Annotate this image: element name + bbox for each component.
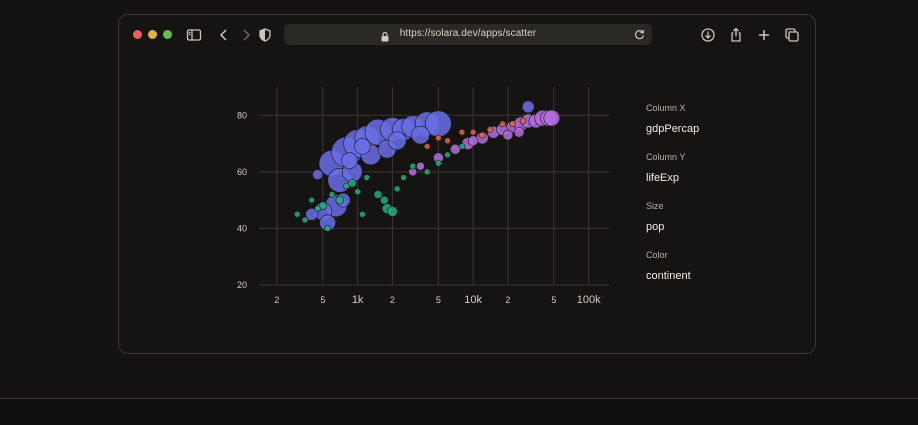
x-tick-label: 5 — [320, 295, 325, 305]
y-tick-label: 20 — [237, 280, 247, 290]
data-point — [478, 131, 486, 139]
x-tick-label: 5 — [436, 295, 441, 305]
column-y-select[interactable]: lifeExp — [646, 172, 680, 184]
data-point — [314, 205, 321, 212]
shield-icon[interactable] — [256, 26, 274, 44]
data-point — [444, 151, 451, 159]
data-point — [416, 161, 425, 171]
download-icon[interactable] — [699, 26, 717, 44]
tabs-overview-icon[interactable] — [783, 26, 801, 44]
maximize-window-button[interactable] — [163, 30, 172, 39]
y-tick-label: 80 — [237, 110, 247, 120]
data-point — [521, 100, 535, 114]
x-tick-label: 10k — [464, 294, 482, 306]
bottom-bar — [0, 399, 918, 425]
url-text: https://solara.dev/apps/scatter — [399, 28, 537, 39]
scatter-chart[interactable]: 2 5 1k 2 5 10k 2 5 100k 20 40 60 80 — [119, 15, 816, 354]
close-window-button[interactable] — [133, 30, 142, 39]
data-point — [444, 137, 451, 145]
data-point — [435, 160, 442, 167]
forward-icon[interactable] — [237, 26, 255, 44]
data-point — [423, 168, 431, 176]
data-point — [519, 117, 527, 125]
data-point — [469, 128, 477, 136]
y-tick-label: 60 — [237, 167, 247, 177]
data-point — [312, 169, 323, 180]
data-point — [341, 152, 358, 169]
data-point — [359, 210, 366, 218]
size-select[interactable]: pop — [646, 221, 665, 233]
data-point — [324, 225, 331, 232]
share-icon[interactable] — [727, 26, 745, 44]
data-point — [486, 126, 494, 133]
bottom-divider — [0, 398, 918, 399]
data-point — [543, 109, 561, 127]
data-point — [467, 135, 479, 147]
data-point — [502, 129, 514, 141]
x-tick-label: 2 — [274, 295, 279, 305]
x-tick-label: 2 — [505, 295, 510, 305]
data-point — [509, 120, 517, 128]
x-tick-label: 5 — [551, 295, 556, 305]
data-point — [393, 185, 401, 193]
column-y-label: Column Y — [646, 152, 686, 162]
data-point — [363, 174, 371, 181]
data-point — [458, 143, 466, 150]
x-tick-label: 1k — [352, 294, 364, 306]
data-point — [354, 188, 361, 195]
data-point — [354, 138, 371, 155]
sidebar-icon[interactable] — [185, 26, 203, 44]
column-x-select[interactable]: gdpPercap — [646, 123, 700, 135]
data-point — [335, 195, 345, 205]
data-point — [308, 196, 315, 204]
data-point — [435, 134, 442, 142]
minimize-window-button[interactable] — [148, 30, 157, 39]
data-point — [513, 126, 525, 138]
lock-icon — [380, 29, 390, 42]
address-bar[interactable]: https://solara.dev/apps/scatter — [284, 24, 652, 45]
data-point — [400, 174, 407, 181]
data-point — [409, 162, 417, 170]
size-label: Size — [646, 201, 664, 211]
data-point — [499, 120, 506, 128]
new-tab-icon[interactable] — [755, 26, 773, 44]
x-tick-label: 2 — [390, 295, 395, 305]
data-point — [305, 207, 318, 221]
data-point — [423, 143, 431, 150]
browser-window: https://solara.dev/apps/scatter 2 5 1k 2 5 10… — [118, 14, 816, 354]
x-tick-label: 100k — [577, 294, 601, 306]
browser-toolbar: https://solara.dev/apps/scatter — [119, 15, 815, 55]
data-point — [293, 210, 301, 218]
color-label: Color — [646, 250, 668, 260]
data-point — [387, 206, 398, 217]
data-point — [387, 131, 407, 151]
column-x-label: Column X — [646, 103, 686, 113]
data-point — [379, 195, 389, 205]
color-select[interactable]: continent — [646, 270, 691, 282]
data-point — [328, 191, 336, 198]
y-tick-label: 40 — [237, 223, 247, 233]
back-icon[interactable] — [215, 26, 233, 44]
data-point — [373, 190, 383, 199]
data-point — [301, 216, 309, 224]
data-point — [458, 128, 466, 136]
data-point — [411, 125, 430, 145]
reload-icon[interactable] — [633, 28, 646, 41]
data-point — [348, 178, 357, 188]
